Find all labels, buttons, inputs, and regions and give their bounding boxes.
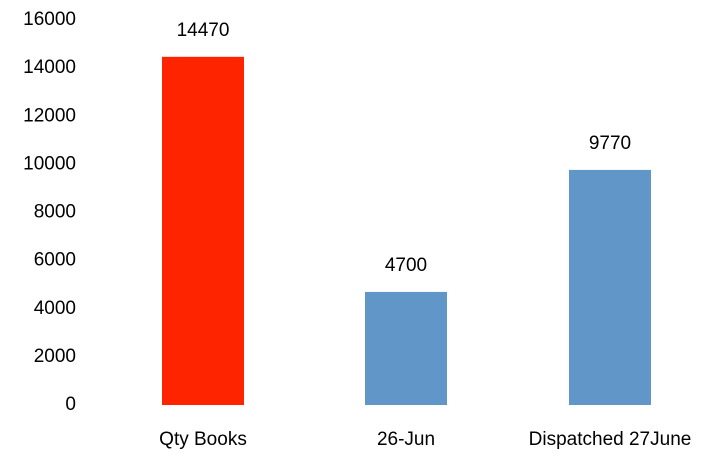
y-tick-label: 6000 [34, 250, 76, 271]
y-tick-label: 12000 [23, 105, 76, 126]
x-tick-label: Qty Books [159, 429, 247, 450]
value-label: 4700 [385, 255, 427, 276]
bar [162, 56, 244, 406]
y-tick-label: 14000 [23, 57, 76, 78]
x-tick-label: 26-Jun [377, 429, 435, 450]
value-label: 14470 [177, 20, 230, 41]
y-tick-label: 10000 [23, 153, 76, 174]
bar [569, 169, 651, 405]
y-tick-label: 2000 [34, 346, 76, 367]
bar [365, 291, 447, 405]
y-tick-label: 16000 [23, 9, 76, 30]
x-tick-label: Dispatched 27June [529, 429, 692, 450]
y-tick-label: 4000 [34, 298, 76, 319]
value-label: 9770 [589, 133, 631, 154]
y-tick-label: 0 [65, 394, 76, 415]
y-tick-label: 8000 [34, 202, 76, 223]
